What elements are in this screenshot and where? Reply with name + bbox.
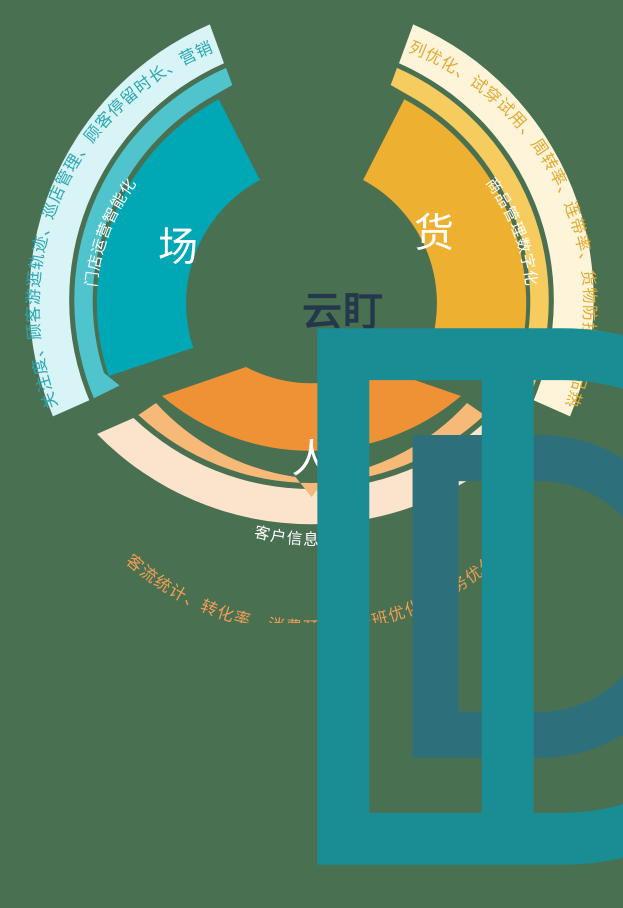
people-inner-band [162, 367, 461, 451]
segment-place[interactable]: 场 门店运营智能化 区域关注度、顾客游逛轨迹、巡店管理、顾客停留时长、营销活动 [0, 0, 260, 417]
goods-big-char: 货 [414, 212, 454, 256]
center-logo: 云盯 [239, 285, 623, 865]
place-mid-band [74, 67, 233, 399]
logo-d-monogram-icon [239, 285, 623, 865]
place-big-char: 场 [158, 226, 198, 270]
goods-inner-band [363, 99, 527, 377]
place-outer-band [29, 24, 224, 417]
place-inner-band [96, 99, 260, 377]
infographic-canvas: 场 门店运营智能化 区域关注度、顾客游逛轨迹、巡店管理、顾客停留时长、营销活动 … [0, 0, 623, 865]
logo-wordmark: 云盯 [302, 289, 384, 334]
